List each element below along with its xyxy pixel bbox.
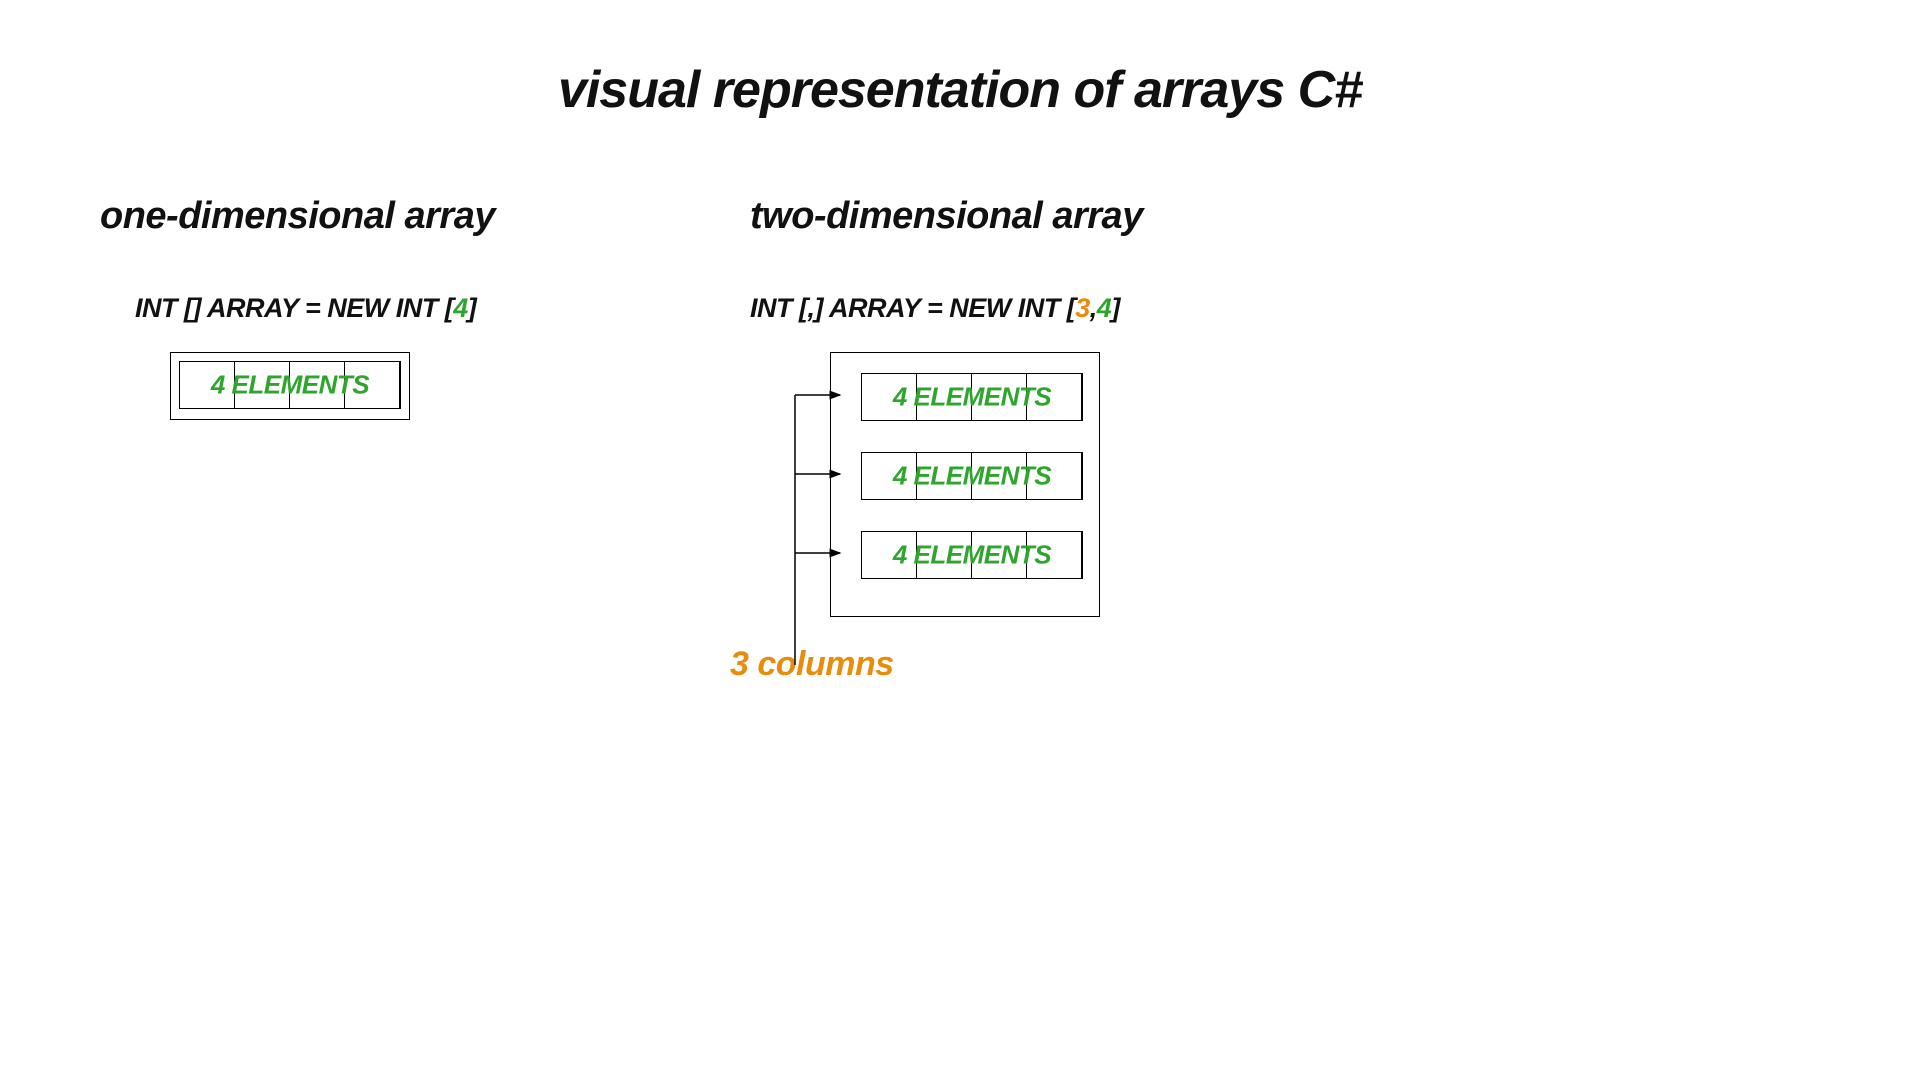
code-number: 3 bbox=[1075, 293, 1090, 323]
array-2d-container: 4 ELEMENTS 4 ELEMENTS 4 ELEMENTS bbox=[830, 352, 1100, 617]
code-text: INT [] ARRAY = NEW INT [ bbox=[135, 293, 453, 323]
code-number: 4 bbox=[1097, 293, 1112, 323]
array-2d-row: 4 ELEMENTS bbox=[861, 452, 1083, 500]
section2-heading: two-dimensional array bbox=[750, 195, 1143, 238]
array-2d-row-label: 4 ELEMENTS bbox=[893, 382, 1051, 413]
code-text: INT [,] ARRAY = NEW INT [ bbox=[750, 293, 1075, 323]
section2-code: INT [,] ARRAY = NEW INT [3,4] bbox=[750, 293, 1120, 324]
array-1d-cells: 4 ELEMENTS bbox=[179, 361, 401, 409]
section1-heading: one-dimensional array bbox=[100, 195, 495, 238]
array-2d-row: 4 ELEMENTS bbox=[861, 373, 1083, 421]
arrows-svg bbox=[785, 352, 845, 682]
main-title: visual representation of arrays C# bbox=[558, 60, 1362, 120]
array-1d-label: 4 ELEMENTS bbox=[211, 370, 369, 401]
code-comma: , bbox=[1090, 293, 1097, 323]
code-text: ] bbox=[468, 293, 477, 323]
code-number: 4 bbox=[453, 293, 468, 323]
array-2d-row-label: 4 ELEMENTS bbox=[893, 461, 1051, 492]
array-2d-row-label: 4 ELEMENTS bbox=[893, 540, 1051, 571]
array-2d-row: 4 ELEMENTS bbox=[861, 531, 1083, 579]
section1-code: INT [] ARRAY = NEW INT [4] bbox=[135, 293, 476, 324]
array-1d-container: 4 ELEMENTS bbox=[170, 352, 410, 420]
code-text: ] bbox=[1111, 293, 1120, 323]
